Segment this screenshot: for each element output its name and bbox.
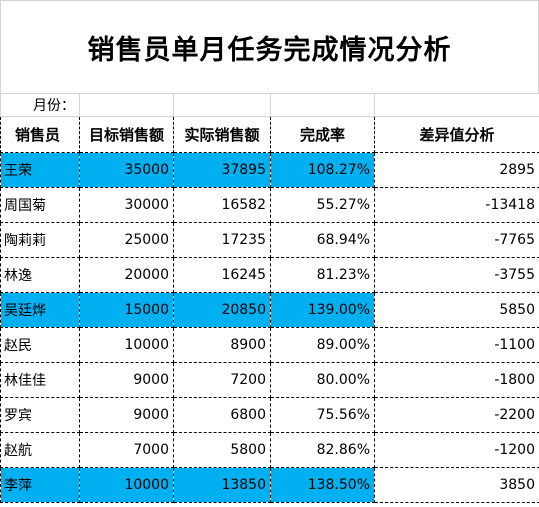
rate-cell[interactable]: 80.00% — [270, 362, 375, 398]
table-row: 陶莉莉 25000 17235 68.94% -7765 — [0, 222, 539, 258]
actual-cell[interactable]: 37895 — [173, 152, 271, 188]
header-target-cell[interactable]: 目标销售额 — [79, 116, 174, 153]
sales-table: 月份： 销售员 目标销售额 实际销售额 完成率 差异值分析 王荣 35000 378… — [0, 93, 539, 503]
name-cell[interactable]: 林佳佳 — [0, 362, 80, 398]
month-label-cell[interactable]: 月份： — [0, 93, 80, 117]
rate-cell[interactable]: 139.00% — [270, 292, 375, 328]
rate-cell[interactable]: 89.00% — [270, 327, 375, 363]
name-cell[interactable]: 林逸 — [0, 257, 80, 293]
name-cell[interactable]: 罗宾 — [0, 397, 80, 433]
target-cell[interactable]: 35000 — [79, 152, 174, 188]
name-cell[interactable]: 吴廷烨 — [0, 292, 80, 328]
rate-cell[interactable]: 138.50% — [270, 467, 375, 503]
diff-cell[interactable]: -1100 — [374, 327, 539, 363]
header-name-cell[interactable]: 销售员 — [0, 116, 80, 153]
target-cell[interactable]: 20000 — [79, 257, 174, 293]
month-value-cell[interactable] — [79, 93, 174, 117]
diff-cell[interactable]: -7765 — [374, 222, 539, 258]
actual-cell[interactable]: 7200 — [173, 362, 271, 398]
diff-cell[interactable]: 5850 — [374, 292, 539, 328]
target-cell[interactable]: 10000 — [79, 327, 174, 363]
table-row: 赵民 10000 8900 89.00% -1100 — [0, 327, 539, 363]
header-rate-cell[interactable]: 完成率 — [270, 116, 375, 153]
table-row: 吴廷烨 15000 20850 139.00% 5850 — [0, 292, 539, 328]
rate-cell[interactable]: 108.27% — [270, 152, 375, 188]
target-cell[interactable]: 9000 — [79, 397, 174, 433]
month-row: 月份： — [0, 93, 539, 117]
header-diff-cell[interactable]: 差异值分析 — [374, 116, 539, 153]
actual-cell[interactable]: 20850 — [173, 292, 271, 328]
name-cell[interactable]: 陶莉莉 — [0, 222, 80, 258]
table-row: 李萍 10000 13850 138.50% 3850 — [0, 467, 539, 503]
sheet-title[interactable]: 销售员单月任务完成情况分析 — [0, 0, 539, 93]
actual-cell[interactable]: 17235 — [173, 222, 271, 258]
rate-cell[interactable]: 81.23% — [270, 257, 375, 293]
rate-cell[interactable]: 68.94% — [270, 222, 375, 258]
name-cell[interactable]: 李萍 — [0, 467, 80, 503]
actual-cell[interactable]: 13850 — [173, 467, 271, 503]
name-cell[interactable]: 赵民 — [0, 327, 80, 363]
diff-cell[interactable]: -3755 — [374, 257, 539, 293]
name-cell[interactable]: 周国菊 — [0, 187, 80, 223]
diff-cell[interactable]: 2895 — [374, 152, 539, 188]
actual-cell[interactable]: 16245 — [173, 257, 271, 293]
target-cell[interactable]: 10000 — [79, 467, 174, 503]
header-actual-cell[interactable]: 实际销售额 — [173, 116, 271, 153]
diff-cell[interactable]: -1800 — [374, 362, 539, 398]
rate-cell[interactable]: 82.86% — [270, 432, 375, 468]
header-row: 销售员 目标销售额 实际销售额 完成率 差异值分析 — [0, 116, 539, 153]
target-cell[interactable]: 7000 — [79, 432, 174, 468]
target-cell[interactable]: 30000 — [79, 187, 174, 223]
diff-cell[interactable]: -1200 — [374, 432, 539, 468]
target-cell[interactable]: 15000 — [79, 292, 174, 328]
name-cell[interactable]: 赵航 — [0, 432, 80, 468]
actual-cell[interactable]: 8900 — [173, 327, 271, 363]
rate-cell[interactable]: 55.27% — [270, 187, 375, 223]
actual-cell[interactable]: 6800 — [173, 397, 271, 433]
table-row: 赵航 7000 5800 82.86% -1200 — [0, 432, 539, 468]
name-cell[interactable]: 王荣 — [0, 152, 80, 188]
empty-cell[interactable] — [374, 93, 539, 117]
diff-cell[interactable]: -13418 — [374, 187, 539, 223]
target-cell[interactable]: 9000 — [79, 362, 174, 398]
table-row: 王荣 35000 37895 108.27% 2895 — [0, 152, 539, 188]
actual-cell[interactable]: 16582 — [173, 187, 271, 223]
rate-cell[interactable]: 75.56% — [270, 397, 375, 433]
table-row: 罗宾 9000 6800 75.56% -2200 — [0, 397, 539, 433]
table-row: 林逸 20000 16245 81.23% -3755 — [0, 257, 539, 293]
target-cell[interactable]: 25000 — [79, 222, 174, 258]
diff-cell[interactable]: 3850 — [374, 467, 539, 503]
table-row: 周国菊 30000 16582 55.27% -13418 — [0, 187, 539, 223]
table-row: 林佳佳 9000 7200 80.00% -1800 — [0, 362, 539, 398]
diff-cell[interactable]: -2200 — [374, 397, 539, 433]
empty-cell[interactable] — [173, 93, 271, 117]
empty-cell[interactable] — [270, 93, 375, 117]
actual-cell[interactable]: 5800 — [173, 432, 271, 468]
